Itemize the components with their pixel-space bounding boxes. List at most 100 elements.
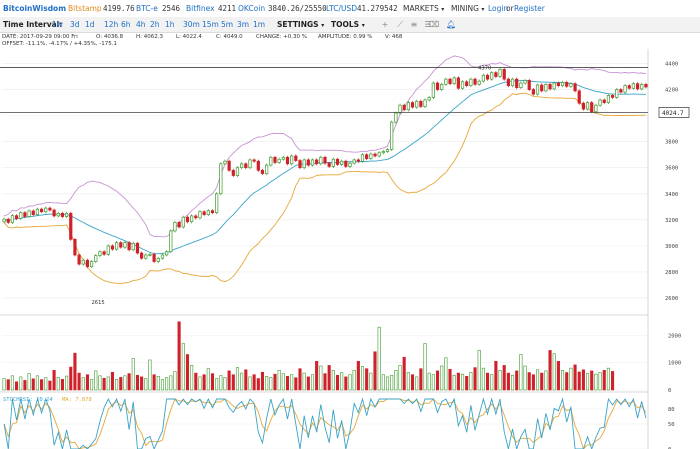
candle-up [535, 84, 540, 95]
price-tick-label: 3000 [665, 244, 678, 250]
volume-bar [119, 377, 123, 391]
volume-bar [498, 370, 502, 391]
mining-menu[interactable]: MINING ▾ [451, 4, 484, 13]
candle-up [348, 162, 352, 167]
interval-1d[interactable]: 1d [85, 20, 95, 29]
interval-1h[interactable]: 1h [165, 20, 175, 29]
markets-menu[interactable]: MARKETS ▾ [403, 4, 444, 13]
interval-3m[interactable]: 3m [237, 20, 250, 29]
volume-bar [285, 376, 290, 391]
candle-up [381, 151, 385, 154]
low-annotation: 2615 [91, 300, 104, 306]
volume-bar [315, 361, 319, 391]
crosshair-icon[interactable]: + [381, 20, 389, 29]
interval-30m[interactable]: 30m [183, 20, 200, 29]
candle-up [131, 242, 135, 251]
eraser-icon[interactable]: ⌫ [428, 20, 440, 29]
ticker-ltcusd[interactable]: LTC/USD [326, 4, 358, 13]
candle-down [619, 89, 623, 93]
volume-bar [490, 374, 494, 391]
bell-icon[interactable]: 🔔︎ [446, 20, 457, 29]
candle-up [198, 211, 202, 219]
candle-down [140, 252, 144, 259]
lines-icon[interactable]: ≡ [410, 20, 418, 29]
candle-up [35, 208, 40, 215]
volume-bar [394, 370, 398, 391]
price-tick-label: 3600 [665, 166, 678, 172]
candle-up [440, 84, 444, 90]
stoch-tick-label: 0 [668, 447, 671, 449]
info-amplitude: AMPLITUDE: 0.99 % [318, 34, 373, 40]
candle-up [423, 99, 427, 107]
interval-2h[interactable]: 2h [150, 20, 160, 29]
interval-6h[interactable]: 6h [121, 20, 131, 29]
interval-1w[interactable]: 1w [52, 20, 63, 29]
ticker-bitstamp[interactable]: Bitstamp [68, 4, 102, 13]
volume-bar [594, 373, 598, 391]
volume-tick-label: 1000 [668, 361, 681, 367]
candle-up [631, 83, 636, 89]
candle-down [227, 160, 231, 171]
ticker-bitfinex[interactable]: Bitfinex [186, 4, 215, 13]
interval-12h[interactable]: 12h [104, 20, 119, 29]
fib-icon[interactable]: ☰ [424, 20, 432, 29]
tools-menu[interactable]: TOOLS ▾ [331, 20, 365, 29]
volume-bar [77, 372, 81, 391]
volume-bar [94, 370, 98, 391]
login-link[interactable]: Login [488, 4, 509, 13]
volume-bar [344, 376, 348, 391]
price-axis: 2600280030003200340036003800400042004400… [0, 62, 690, 393]
volume-bar [531, 374, 535, 391]
candle-up [460, 81, 465, 89]
volume-bar [469, 372, 473, 391]
line-icon[interactable]: ⟋ [397, 20, 403, 29]
interval-toolbar: Time Interval: 1w 3d 1d 12h 6h 4h 2h 1h … [0, 17, 700, 33]
volume-bar [581, 369, 585, 391]
volume-bar [269, 377, 273, 391]
volume-bar [65, 375, 69, 391]
candle-up [469, 78, 473, 87]
volume-bar [169, 375, 173, 391]
ticker-ltcusd-value: 41.279542 [357, 4, 398, 13]
candle-up [615, 89, 619, 98]
ticker-okcoin[interactable]: OKCoin [238, 4, 266, 13]
volume-bar [544, 370, 548, 391]
candle-down [52, 209, 56, 217]
volume-bar [602, 370, 606, 391]
ticker-btce[interactable]: BTC-e [136, 4, 158, 13]
candle-up [431, 82, 435, 98]
candle-up [481, 74, 485, 82]
candle-up [390, 121, 394, 150]
volume-bar [419, 368, 423, 391]
candle-up [452, 77, 456, 85]
or-text: or [506, 4, 514, 13]
interval-1m[interactable]: 1m [253, 20, 266, 29]
volume-bar [398, 365, 402, 391]
interval-3d[interactable]: 3d [70, 20, 80, 29]
site-logo[interactable]: BitcoinWisdom [3, 4, 67, 13]
interval-15m[interactable]: 15m [202, 20, 219, 29]
volume-bar [473, 367, 477, 391]
candle-down [177, 222, 181, 228]
info-close: C: 4049.0 [216, 34, 243, 40]
price-tick-label: 3800 [665, 140, 678, 146]
candle-up [206, 210, 210, 215]
settings-menu[interactable]: SETTINGS ▾ [277, 20, 324, 29]
candle-down [494, 72, 498, 77]
interval-5m[interactable]: 5m [221, 20, 234, 29]
candle-up [377, 152, 381, 157]
register-link[interactable]: Register [514, 4, 545, 13]
volume-bar [406, 372, 410, 391]
current-price-box [658, 107, 690, 118]
candle-up [519, 82, 523, 88]
volume-bar [294, 377, 298, 391]
volume-bar [98, 375, 102, 391]
candle-down [85, 259, 90, 268]
volume-bar [10, 375, 14, 391]
volume-bar [106, 376, 110, 391]
candle-up [81, 259, 85, 265]
candle-up [64, 212, 69, 217]
volume-bar [365, 368, 369, 391]
interval-4h[interactable]: 4h [136, 20, 146, 29]
